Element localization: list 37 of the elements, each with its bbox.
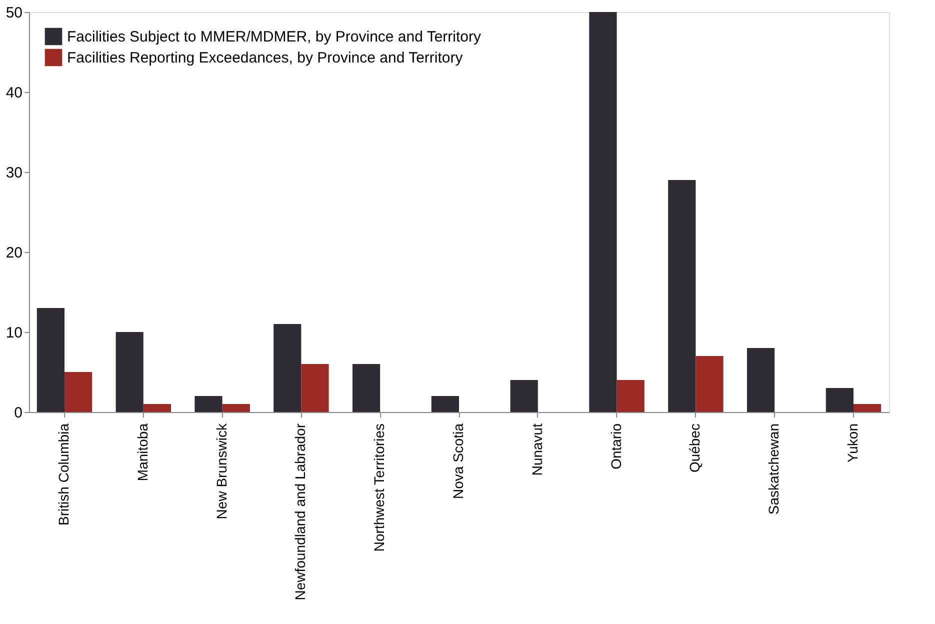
bar (274, 324, 302, 412)
bar (431, 396, 459, 412)
bar (668, 180, 696, 412)
bar (64, 372, 92, 412)
bar (143, 404, 172, 412)
x-tick-label: British Columbia (56, 423, 72, 526)
bar (616, 380, 644, 412)
x-tick-label: Newfoundland and Labrador (292, 423, 308, 600)
y-tick-label: 50 (6, 4, 22, 22)
y-tick-label: 10 (6, 324, 22, 342)
x-tick-label: Nova Scotia (450, 423, 466, 499)
bar (36, 308, 65, 412)
x-tick-label: Manitoba (134, 423, 150, 482)
bar (301, 364, 329, 412)
bar (352, 364, 380, 412)
x-tick-label: New Brunswick (213, 422, 230, 520)
legend-label: Facilities Subject to MMER/MDMER, by Province and Territory (67, 28, 482, 46)
x-tick-label: Québec (686, 424, 703, 473)
bar (826, 388, 854, 412)
bar (116, 332, 144, 412)
bar (222, 404, 250, 412)
x-tick-label: Saskatchewan (766, 424, 782, 515)
bar (853, 404, 882, 412)
bar (510, 380, 538, 412)
legend-label: Facilities Reporting Exceedances, by Province and Territory (67, 50, 464, 66)
y-tick-label: 20 (6, 244, 22, 262)
bar (696, 356, 724, 412)
bar (194, 396, 222, 412)
bar (589, 12, 617, 412)
x-tick-label: Ontario (608, 423, 624, 470)
y-tick-label: 40 (6, 84, 22, 102)
x-tick-label: Nunavut (528, 423, 545, 476)
x-tick-label: Northwest Territories (371, 424, 388, 552)
bar (746, 348, 775, 412)
y-tick-label: 30 (6, 164, 22, 182)
y-tick-label: 0 (14, 404, 22, 422)
x-tick-label: Yukon (844, 424, 860, 462)
